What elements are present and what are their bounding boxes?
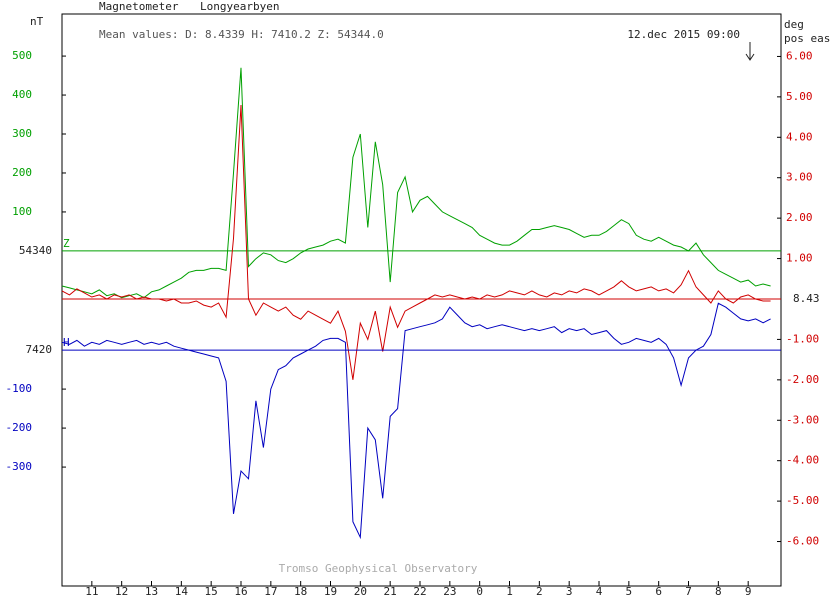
y-tick-label: -100 xyxy=(6,382,33,395)
chart-title: Magnetometer xyxy=(99,0,179,13)
y-tick-label: 500 xyxy=(12,49,32,62)
series-line xyxy=(61,104,771,380)
x-tick-label: 9 xyxy=(745,585,752,598)
y2-tick-label: -4.00 xyxy=(786,454,819,467)
y2-tick-label: -3.00 xyxy=(786,413,819,426)
x-tick-label: 23 xyxy=(443,585,456,598)
x-tick-label: 18 xyxy=(294,585,307,598)
y-tick-label: 400 xyxy=(12,88,32,101)
x-tick-label: 15 xyxy=(205,585,218,598)
baseline-label: 7420 xyxy=(26,343,53,356)
y2-tick-label: 2.00 xyxy=(786,211,813,224)
y2-tick-label: 4.00 xyxy=(786,130,813,143)
footer: Tromso Geophysical Observatory xyxy=(279,562,478,575)
x-tick-label: 7 xyxy=(685,585,692,598)
x-tick-label: 0 xyxy=(476,585,483,598)
series-line xyxy=(61,67,771,299)
x-tick-label: 13 xyxy=(145,585,158,598)
series-name: Z xyxy=(63,237,70,250)
y2-tick-label: 3.00 xyxy=(786,171,813,184)
y2-tick-label: -1.00 xyxy=(786,332,819,345)
mean-values: Mean values: D: 8.4339 H: 7410.2 Z: 5434… xyxy=(99,28,384,41)
x-tick-label: 12 xyxy=(115,585,128,598)
y2-tick-label: 5.00 xyxy=(786,90,813,103)
x-tick-label: 20 xyxy=(354,585,367,598)
x-tick-label: 16 xyxy=(234,585,247,598)
x-tick-label: 19 xyxy=(324,585,337,598)
y-tick-label: 300 xyxy=(12,127,32,140)
baseline-label: 54340 xyxy=(19,244,52,257)
date-label: 12.dec 2015 09:00 xyxy=(627,28,740,41)
y-axis-label: nT xyxy=(30,15,44,28)
x-tick-label: 6 xyxy=(655,585,662,598)
y-tick-label: -300 xyxy=(6,460,33,473)
series-name: H xyxy=(63,336,70,349)
y-tick-label: 100 xyxy=(12,205,32,218)
y-tick-label: -200 xyxy=(6,421,33,434)
series-line xyxy=(61,302,771,540)
x-tick-label: 1 xyxy=(506,585,513,598)
x-tick-label: 21 xyxy=(384,585,397,598)
y2-tick-label: -5.00 xyxy=(786,494,819,507)
y2-tick-label: -2.00 xyxy=(786,373,819,386)
x-tick-label: 5 xyxy=(626,585,633,598)
y2-tick-label: 1.00 xyxy=(786,252,813,265)
y2-axis-label: pos east xyxy=(784,32,830,45)
x-tick-label: 14 xyxy=(175,585,189,598)
x-tick-label: 22 xyxy=(413,585,426,598)
y2-tick-label: -6.00 xyxy=(786,535,819,548)
chart-subtitle: Longyearbyen xyxy=(200,0,279,13)
y2-tick-label: 6.00 xyxy=(786,49,813,62)
baseline-label: 8.43 xyxy=(793,292,820,305)
plot-frame xyxy=(61,13,782,587)
x-tick-label: 8 xyxy=(715,585,722,598)
x-tick-label: 4 xyxy=(596,585,603,598)
x-tick-label: 11 xyxy=(85,585,98,598)
time-arrow xyxy=(745,42,755,61)
y2-axis-label: deg xyxy=(784,18,804,31)
x-tick-label: 3 xyxy=(566,585,573,598)
x-tick-label: 17 xyxy=(264,585,277,598)
x-tick-label: 2 xyxy=(536,585,543,598)
y-tick-label: 200 xyxy=(12,166,32,179)
